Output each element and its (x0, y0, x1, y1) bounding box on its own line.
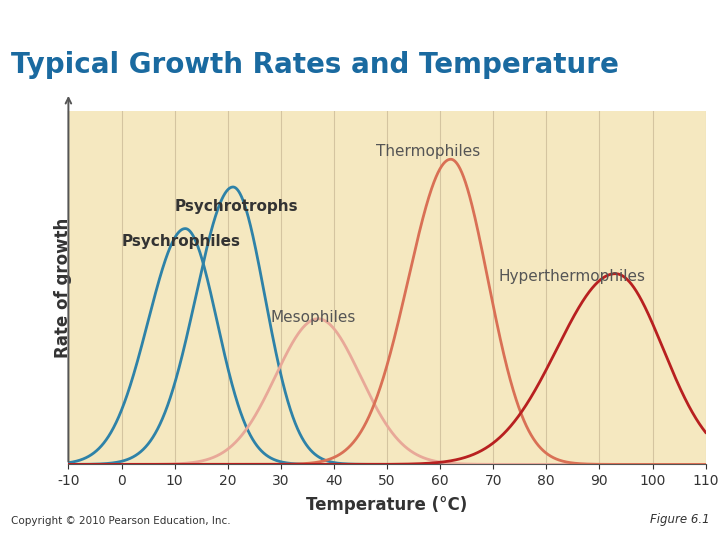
Text: Hyperthermophiles: Hyperthermophiles (498, 268, 646, 284)
Text: Thermophiles: Thermophiles (377, 144, 481, 159)
Text: Figure 6.1: Figure 6.1 (649, 514, 709, 526)
Text: Psychrophiles: Psychrophiles (122, 234, 240, 249)
Text: Typical Growth Rates and Temperature: Typical Growth Rates and Temperature (11, 51, 618, 79)
X-axis label: Temperature (°C): Temperature (°C) (307, 496, 467, 515)
Text: Psychrotrophs: Psychrotrophs (175, 199, 298, 214)
Text: Mesophiles: Mesophiles (270, 310, 356, 325)
Text: Copyright © 2010 Pearson Education, Inc.: Copyright © 2010 Pearson Education, Inc. (11, 516, 230, 526)
Y-axis label: Rate of growth: Rate of growth (54, 218, 72, 357)
